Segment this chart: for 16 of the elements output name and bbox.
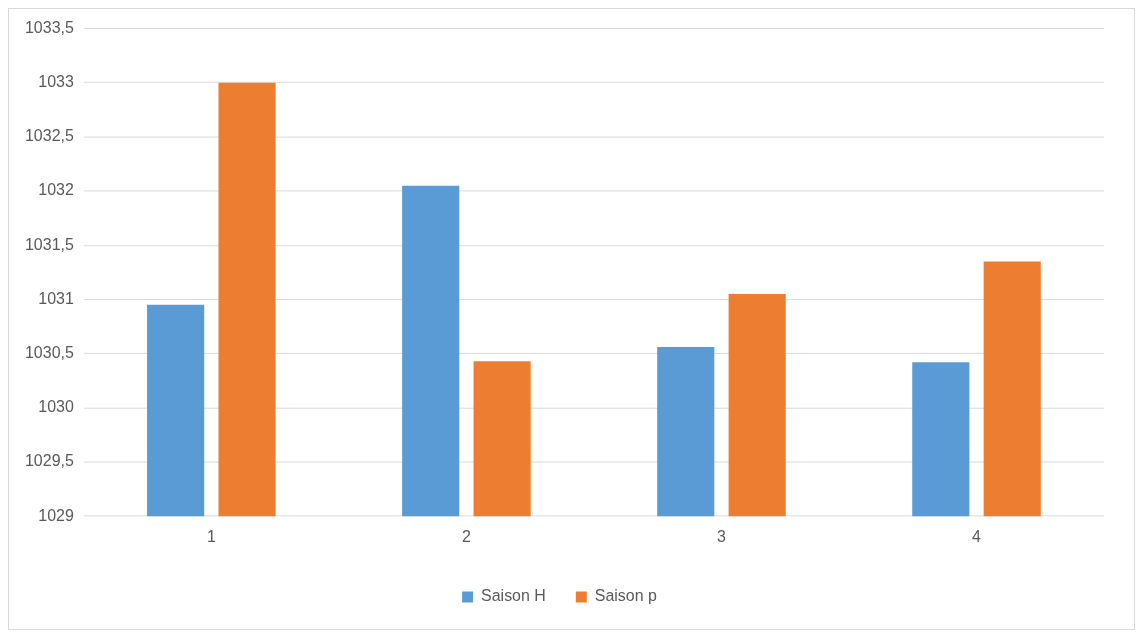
y-tick-label: 1029 — [38, 506, 74, 524]
x-tick-label: 3 — [717, 528, 727, 546]
y-tick-label: 1031,5 — [24, 235, 74, 253]
y-tick-label: 1030 — [38, 398, 74, 416]
legend-label: Saison H — [481, 587, 546, 605]
x-tick-label: 4 — [972, 528, 982, 546]
x-tick-label: 1 — [206, 528, 216, 546]
y-tick-label: 1033 — [38, 73, 74, 91]
y-tick-label: 1030,5 — [24, 344, 74, 362]
y-tick-label: 1032 — [38, 181, 74, 199]
y-tick-label: 1032,5 — [24, 127, 74, 145]
y-tick-label: 1033,5 — [24, 18, 74, 36]
y-tick-label: 1029,5 — [24, 452, 74, 470]
y-tick-label: 1031 — [38, 289, 74, 307]
legend-label: Saison p — [594, 587, 658, 605]
x-tick-label: 2 — [461, 528, 471, 546]
